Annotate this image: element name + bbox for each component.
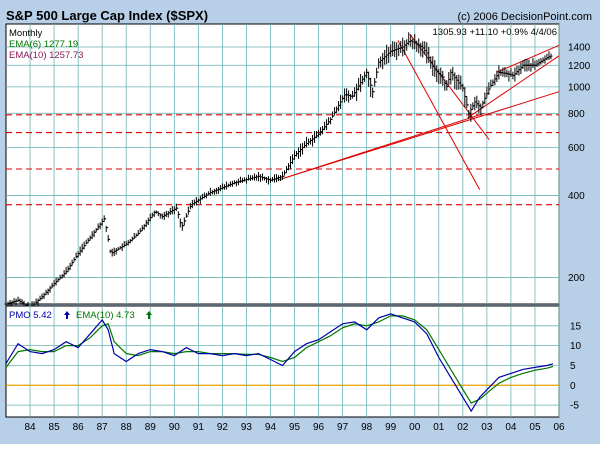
x-tick-label: 90	[169, 422, 181, 433]
pmo-ema-up-arrow-icon	[146, 311, 152, 319]
ema10-label: EMA(10) 1257.73	[9, 50, 83, 61]
price-bars	[4, 32, 553, 312]
x-tick-label: 04	[505, 422, 517, 433]
pmo-tick-label: 15	[570, 321, 582, 332]
chart-title: S&P 500 Large Cap Index ($SPX)	[6, 8, 208, 23]
pmo-series-line	[5, 315, 554, 404]
price-tick-label: 200	[568, 273, 585, 284]
x-tick-label: 92	[217, 422, 229, 433]
price-tick-label: 800	[568, 109, 585, 120]
x-tick-label: 87	[97, 422, 109, 433]
x-axis: 84 85 86 87 88 89 90 91 92 93 94 95 96 97 98 99 00 01 02 03…	[24, 422, 565, 433]
x-tick-label: 88	[121, 422, 133, 433]
x-tick-label: 05	[529, 422, 541, 433]
pmo-lines	[5, 313, 554, 413]
price-tick-label: 400	[568, 191, 585, 202]
x-tick-label: 89	[145, 422, 157, 433]
x-tick-label: 00	[409, 422, 421, 433]
trendline	[496, 44, 560, 73]
price-grid	[6, 24, 560, 304]
x-tick-label: 96	[313, 422, 325, 433]
pmo-series-line	[5, 313, 554, 413]
price-trendlines	[277, 33, 560, 190]
price-tick-label: 1200	[568, 61, 591, 72]
copyright-text: (c) 2006 DecisionPoint.com	[457, 11, 592, 23]
last-quote: 1305.93 +11.10 +0.9% 4/4/06	[433, 27, 558, 38]
pmo-tick-label: 0	[570, 381, 576, 392]
pmo-axis: -5 0 5 10 15	[570, 321, 582, 411]
pmo-label: PMO 5.42	[9, 310, 52, 321]
x-tick-label: 01	[433, 422, 445, 433]
x-tick-label: 03	[481, 422, 493, 433]
x-tick-label: 86	[73, 422, 85, 433]
trendline	[397, 40, 481, 190]
pmo-tick-label: 5	[570, 361, 576, 372]
pmo-tick-label: -5	[570, 401, 579, 412]
price-tick-label: 1400	[568, 43, 591, 54]
ema6-label: EMA(6) 1277.19	[9, 39, 78, 50]
x-tick-label: 99	[385, 422, 397, 433]
x-tick-label: 91	[193, 422, 205, 433]
price-tick-label: 600	[568, 143, 585, 154]
x-tick-label: 84	[24, 422, 36, 433]
pmo-up-arrow-icon	[64, 311, 70, 319]
x-tick-label: 97	[337, 422, 349, 433]
x-tick-label: 06	[553, 422, 565, 433]
x-tick-label: 85	[49, 422, 61, 433]
trendline	[277, 91, 560, 181]
pmo-ema-label: EMA(10) 4.73	[76, 310, 135, 321]
x-tick-label: 93	[241, 422, 253, 433]
price-axis: 200 400 600 800 1000 1200 1400	[568, 43, 591, 285]
x-tick-label: 95	[289, 422, 301, 433]
x-tick-label: 02	[457, 422, 469, 433]
price-panel	[5, 23, 560, 305]
x-tick-label: 94	[265, 422, 277, 433]
price-tick-label: 1000	[568, 82, 591, 93]
period-label: Monthly	[9, 28, 43, 39]
price-support-lines	[6, 114, 559, 206]
pmo-tick-label: 10	[570, 341, 582, 352]
x-tick-label: 98	[361, 422, 373, 433]
